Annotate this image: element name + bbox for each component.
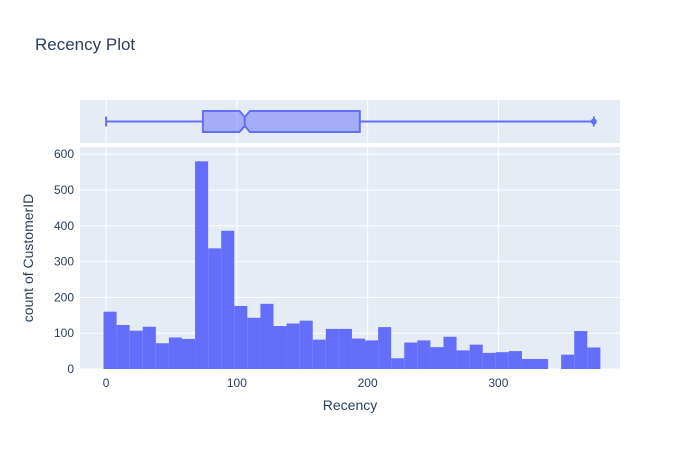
- x-axis-ticks: 0 100 200 300: [103, 376, 509, 390]
- y-tick-label: 0: [67, 362, 74, 376]
- histogram-bar: [508, 351, 522, 369]
- histogram-bar: [365, 340, 379, 369]
- histogram-bar: [155, 343, 169, 369]
- chart-title: Recency Plot: [35, 35, 135, 54]
- box-plot: [105, 110, 597, 133]
- histogram-bar: [338, 328, 352, 369]
- histogram-bar: [521, 358, 536, 369]
- histogram-bar: [195, 161, 209, 369]
- y-axis-title: count of CustomerID: [20, 194, 36, 322]
- histogram-bar: [181, 338, 196, 369]
- histogram-bars: [103, 161, 601, 369]
- histogram-bar: [351, 338, 366, 369]
- y-tick-label: 400: [54, 219, 74, 233]
- y-tick-label: 500: [54, 183, 74, 197]
- histogram-bar: [312, 339, 326, 369]
- histogram-bar: [208, 248, 222, 369]
- histogram-bar: [168, 337, 182, 369]
- histogram-bar: [574, 331, 588, 369]
- y-tick-label: 100: [54, 326, 74, 340]
- histogram-bar: [469, 344, 483, 369]
- histogram-bar: [391, 358, 405, 369]
- x-tick-label: 300: [488, 376, 508, 390]
- x-tick-label: 200: [358, 376, 378, 390]
- y-tick-label: 200: [54, 290, 74, 304]
- histogram-bar: [443, 336, 457, 369]
- histogram-bar: [456, 350, 470, 369]
- box-iqr: [201, 110, 361, 133]
- histogram-bar: [221, 230, 235, 369]
- box-max-point: [590, 118, 597, 125]
- histogram-bar: [430, 347, 444, 369]
- histogram-bar: [286, 323, 300, 369]
- histogram-bar: [417, 340, 431, 369]
- histogram-bar: [234, 305, 248, 369]
- y-tick-label: 300: [54, 255, 74, 269]
- histogram-bar: [299, 320, 313, 369]
- histogram-bar: [587, 347, 601, 369]
- histogram-bar: [561, 354, 575, 369]
- histogram-bar: [273, 326, 287, 369]
- x-tick-label: 100: [227, 376, 247, 390]
- histogram-bar: [129, 330, 143, 369]
- histogram-bar: [404, 342, 418, 369]
- y-axis-ticks: 0 100 200 300 400 500 600: [54, 147, 74, 376]
- histogram-bar: [325, 328, 339, 369]
- histogram-bar: [103, 311, 117, 369]
- histogram-bar: [142, 326, 156, 369]
- histogram-bar: [260, 303, 274, 369]
- histogram-bar: [378, 327, 392, 369]
- x-axis-title: Recency: [323, 397, 377, 413]
- histogram-bar: [247, 317, 261, 369]
- y-tick-label: 600: [54, 147, 74, 161]
- histogram-bar: [535, 358, 549, 369]
- histogram-bar: [116, 324, 130, 369]
- x-tick-label: 0: [103, 376, 110, 390]
- histogram-bar: [495, 352, 509, 369]
- histogram-bar: [482, 352, 496, 369]
